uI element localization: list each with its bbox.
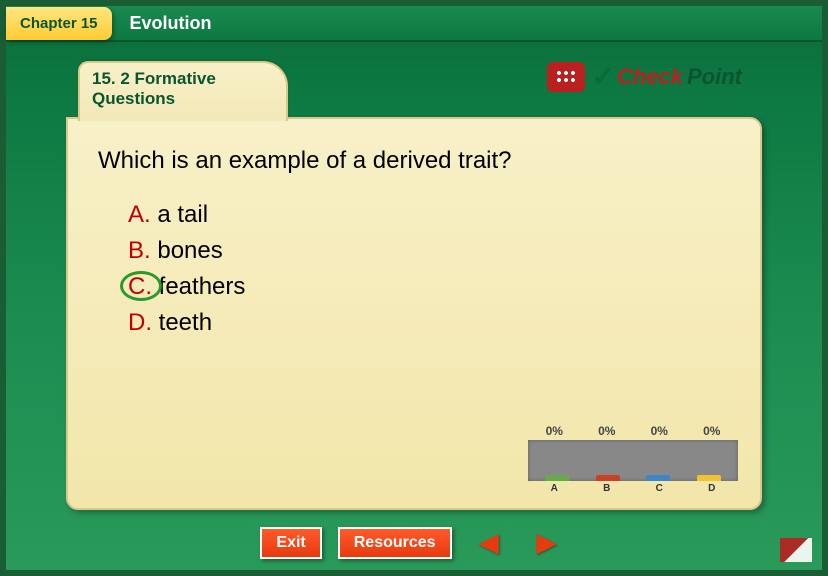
chapter-tab: Chapter 15 <box>6 7 112 40</box>
resources-button[interactable]: Resources <box>338 527 452 559</box>
content-folder: 15. 2 Formative Questions Which is an ex… <box>66 61 762 510</box>
option-text: teeth <box>152 309 212 336</box>
axis-d: D <box>708 483 715 494</box>
checkpoint-card-icon <box>547 62 585 92</box>
folder-body: Which is an example of a derived trait? … <box>66 117 762 510</box>
checkmark-icon: ✓ <box>591 60 614 93</box>
folder-tab: 15. 2 Formative Questions <box>78 61 288 121</box>
option-letter: B. <box>128 237 151 264</box>
folder-tab-line1: 15. 2 Formative <box>92 69 274 89</box>
chart-pct-b: 0% <box>598 424 615 438</box>
footer-nav: Exit Resources ◄ ► <box>6 522 822 564</box>
bar-c <box>646 475 670 481</box>
axis-c: C <box>656 483 663 494</box>
axis-a: A <box>551 483 558 494</box>
prev-arrow-button[interactable]: ◄ <box>468 525 510 561</box>
chart-percent-row: 0% 0% 0% 0% <box>528 424 738 438</box>
response-chart: 0% 0% 0% 0% A B C D <box>528 424 738 494</box>
option-c[interactable]: C. feathers <box>128 269 730 305</box>
option-letter: A. <box>128 201 151 228</box>
folder-tab-line2: Questions <box>92 89 274 109</box>
checkpoint-logo: ✓ CheckPoint <box>547 60 742 93</box>
chart-axis-row: A B C D <box>528 483 738 494</box>
bar-b <box>596 475 620 481</box>
chart-pct-c: 0% <box>651 424 668 438</box>
chart-pct-a: 0% <box>546 424 563 438</box>
option-letter: C. <box>128 273 152 300</box>
slide-frame: Chapter 15 Evolution ✓ CheckPoint 15. 2 … <box>0 0 828 576</box>
next-arrow-button[interactable]: ► <box>526 525 568 561</box>
chapter-title: Evolution <box>130 13 212 34</box>
header: Chapter 15 Evolution <box>6 6 822 42</box>
chart-bars <box>528 440 738 481</box>
publisher-logo-icon <box>780 538 812 562</box>
option-text: a tail <box>151 201 208 228</box>
option-text: bones <box>151 237 223 264</box>
bar-a <box>545 475 569 481</box>
checkpoint-label-check: Check <box>617 64 683 90</box>
option-b[interactable]: B. bones <box>128 233 730 269</box>
option-a[interactable]: A. a tail <box>128 197 730 233</box>
option-letter: D. <box>128 309 152 336</box>
bar-d <box>697 475 721 481</box>
option-d[interactable]: D. teeth <box>128 305 730 341</box>
exit-button[interactable]: Exit <box>260 527 321 559</box>
checkpoint-label-point: Point <box>687 64 742 90</box>
option-text: feathers <box>152 273 245 300</box>
options-list: A. a tail B. bones C. feathers D. teeth <box>128 197 730 341</box>
chart-pct-d: 0% <box>703 424 720 438</box>
question-text: Which is an example of a derived trait? <box>98 147 730 175</box>
axis-b: B <box>603 483 610 494</box>
